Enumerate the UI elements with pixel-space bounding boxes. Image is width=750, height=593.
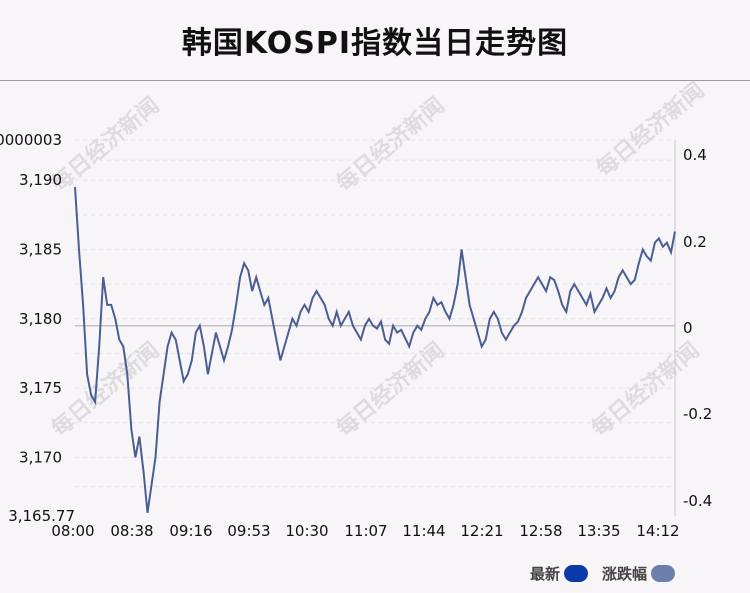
- y-left-max-label: 0000003: [0, 131, 62, 149]
- watermark-text: 每日经济新闻: [592, 77, 710, 182]
- y-right-tick-label: 0.2: [683, 233, 707, 251]
- title-divider: [0, 80, 750, 81]
- y-left-tick-label: 3,180: [19, 310, 62, 328]
- x-tick-label: 13:35: [577, 522, 620, 540]
- x-tick-label: 09:53: [227, 522, 270, 540]
- y-right-tick-label: 0.4: [683, 146, 707, 164]
- y-left-tick-label: 3,185: [19, 240, 62, 258]
- legend-label-latest: 最新: [530, 565, 561, 583]
- watermark-text: 每日经济新闻: [47, 92, 165, 197]
- x-tick-label: 14:12: [636, 522, 679, 540]
- legend-label-change: 涨跌幅: [602, 565, 648, 583]
- legend: 最新 涨跌幅: [530, 563, 689, 584]
- x-tick-label: 08:38: [110, 522, 153, 540]
- watermark-text: 每日经济新闻: [47, 337, 165, 442]
- legend-item-latest[interactable]: 最新: [530, 563, 589, 584]
- y-left-min-label: 3,165.77: [8, 507, 75, 525]
- x-tick-label: 11:44: [402, 522, 445, 540]
- x-tick-label: 10:30: [285, 522, 328, 540]
- y-left-tick-label: 3,175: [19, 379, 62, 397]
- legend-swatch-change: [651, 565, 676, 582]
- chart-title: 韩国KOSPI指数当日走势图: [181, 26, 569, 61]
- x-tick-label: 12:58: [519, 522, 562, 540]
- legend-swatch-latest: [564, 565, 589, 582]
- tick-labels: 3,190 3,185 3,180 3,175 3,170 0000003 3,165.77…: [0, 131, 712, 540]
- legend-item-change[interactable]: 涨跌幅: [602, 563, 676, 584]
- watermark-text: 每日经济新闻: [332, 92, 450, 197]
- kospi-series-line: [74, 187, 676, 513]
- axes: [75, 140, 676, 516]
- y-right-tick-label: -0.4: [683, 492, 712, 510]
- y-right-tick-label: 0: [683, 319, 693, 337]
- x-tick-label: 11:07: [344, 522, 387, 540]
- grid-lines: [75, 139, 675, 488]
- x-tick-label: 12:21: [460, 522, 503, 540]
- y-left-tick-label: 3,170: [19, 448, 62, 466]
- y-right-tick-label: -0.2: [683, 405, 712, 423]
- y-left-tick-label: 3,190: [19, 171, 62, 189]
- x-tick-label: 09:16: [169, 522, 212, 540]
- x-tick-label: 08:00: [51, 522, 94, 540]
